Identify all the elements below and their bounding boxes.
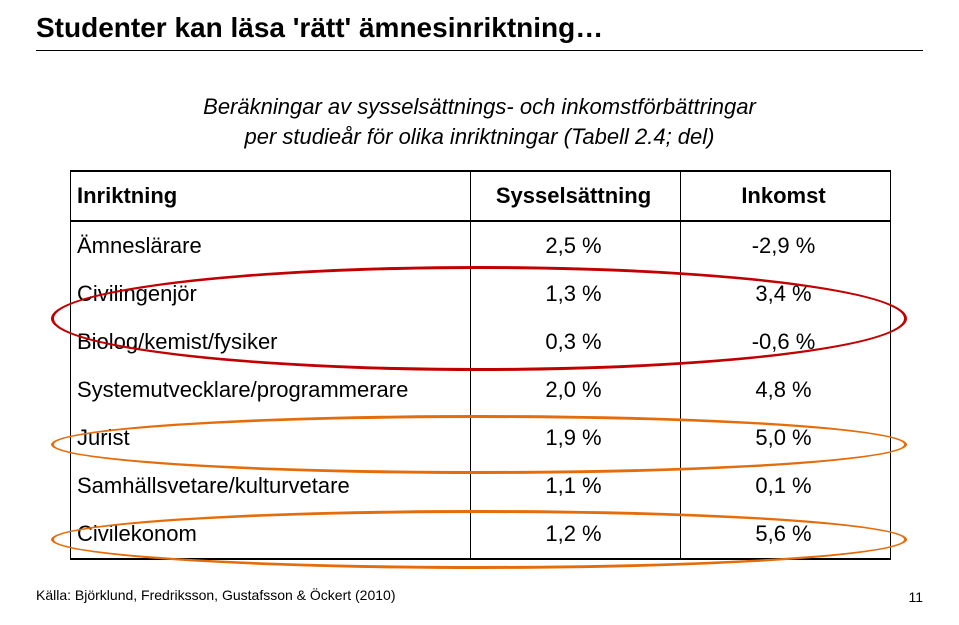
row-employment: 2,5 % [471, 221, 681, 270]
row-employment: 1,2 % [471, 510, 681, 559]
row-label: Systemutvecklare/programmerare [71, 366, 471, 414]
title-block: Studenter kan läsa 'rätt' ämnesinriktnin… [36, 12, 923, 51]
row-label: Civilekonom [71, 510, 471, 559]
row-employment: 1,1 % [471, 462, 681, 510]
row-income: 4,8 % [681, 366, 891, 414]
row-income: 5,0 % [681, 414, 891, 462]
header-col3: Inkomst [681, 171, 891, 221]
table-header-row: Inriktning Sysselsättning Inkomst [71, 171, 891, 221]
row-label: Ämneslärare [71, 221, 471, 270]
table-row: Jurist 1,9 % 5,0 % [71, 414, 891, 462]
row-employment: 2,0 % [471, 366, 681, 414]
row-employment: 1,3 % [471, 270, 681, 318]
row-income: 5,6 % [681, 510, 891, 559]
row-label: Civilingenjör [71, 270, 471, 318]
row-employment: 0,3 % [471, 318, 681, 366]
subtitle-line1: Beräkningar av sysselsättnings- och inko… [203, 94, 756, 119]
header-col2: Sysselsättning [471, 171, 681, 221]
row-income: 0,1 % [681, 462, 891, 510]
page-title: Studenter kan läsa 'rätt' ämnesinriktnin… [36, 12, 923, 44]
table-row: Civilekonom 1,2 % 5,6 % [71, 510, 891, 559]
header-col1: Inriktning [71, 171, 471, 221]
row-income: -2,9 % [681, 221, 891, 270]
row-employment: 1,9 % [471, 414, 681, 462]
row-income: -0,6 % [681, 318, 891, 366]
table-row: Biolog/kemist/fysiker 0,3 % -0,6 % [71, 318, 891, 366]
table-row: Civilingenjör 1,3 % 3,4 % [71, 270, 891, 318]
row-label: Jurist [71, 414, 471, 462]
subtitle-line2: per studieår för olika inriktningar (Tab… [245, 124, 715, 149]
source-citation: Källa: Björklund, Fredriksson, Gustafsso… [36, 587, 395, 603]
subtitle: Beräkningar av sysselsättnings- och inko… [0, 92, 959, 151]
data-table: Inriktning Sysselsättning Inkomst Ämnesl… [70, 170, 891, 560]
title-underline [36, 50, 923, 51]
row-label: Biolog/kemist/fysiker [71, 318, 471, 366]
table-row: Systemutvecklare/programmerare 2,0 % 4,8… [71, 366, 891, 414]
table-row: Ämneslärare 2,5 % -2,9 % [71, 221, 891, 270]
slide: Studenter kan läsa 'rätt' ämnesinriktnin… [0, 0, 959, 625]
page-number: 11 [908, 589, 923, 605]
row-label: Samhällsvetare/kulturvetare [71, 462, 471, 510]
row-income: 3,4 % [681, 270, 891, 318]
data-table-wrap: Inriktning Sysselsättning Inkomst Ämnesl… [70, 170, 890, 560]
table-row: Samhällsvetare/kulturvetare 1,1 % 0,1 % [71, 462, 891, 510]
